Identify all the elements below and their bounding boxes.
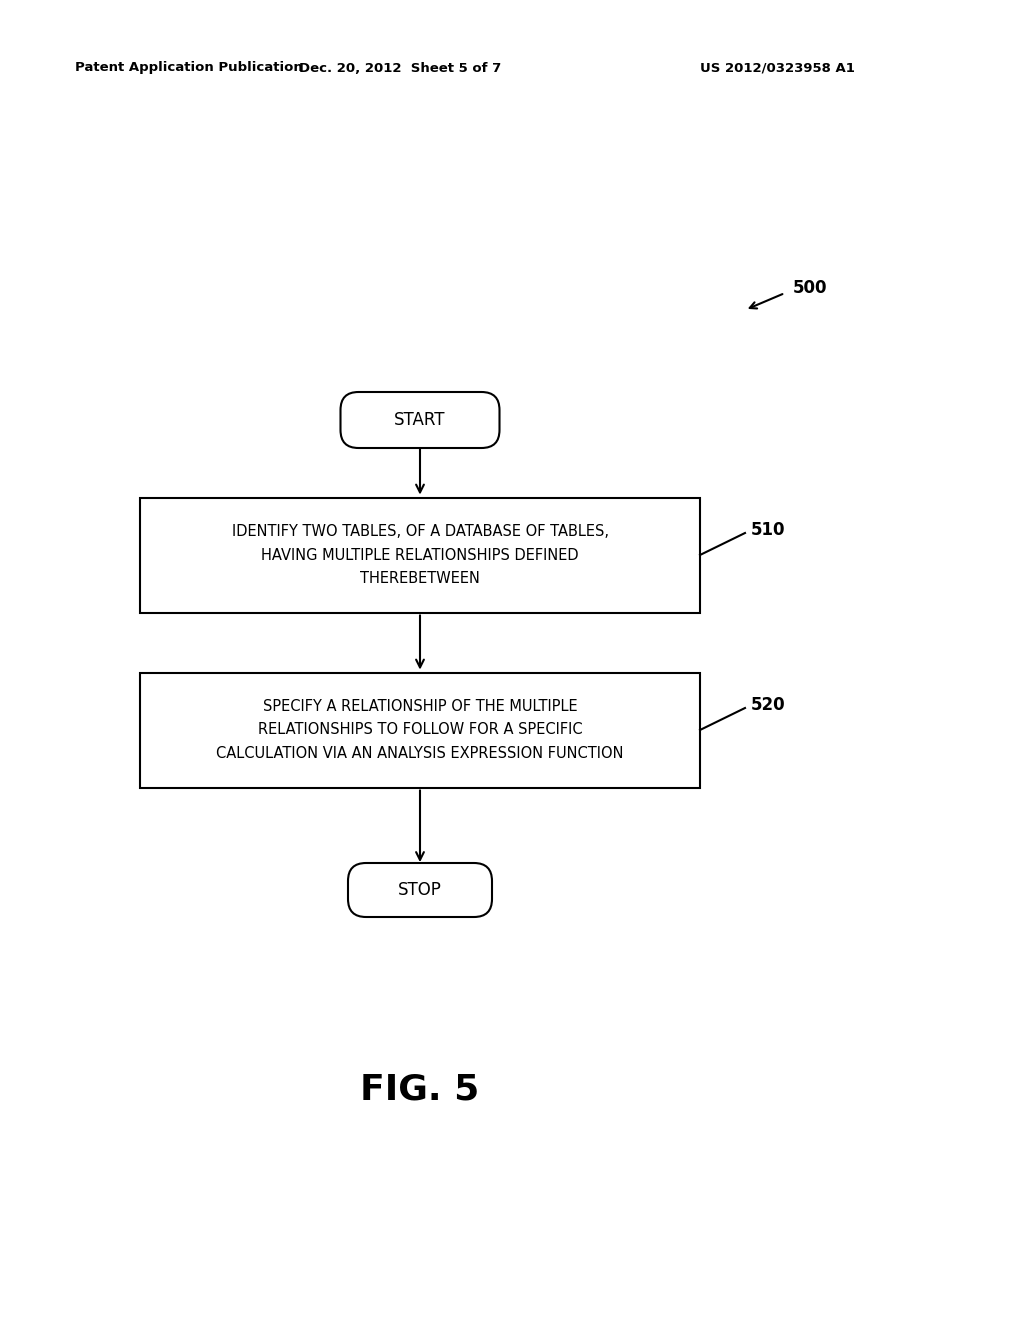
Text: STOP: STOP: [398, 880, 442, 899]
Text: 500: 500: [793, 279, 827, 297]
Text: 510: 510: [751, 521, 785, 539]
FancyBboxPatch shape: [140, 672, 700, 788]
FancyBboxPatch shape: [341, 392, 500, 447]
Text: SPECIFY A RELATIONSHIP OF THE MULTIPLE
RELATIONSHIPS TO FOLLOW FOR A SPECIFIC
CA: SPECIFY A RELATIONSHIP OF THE MULTIPLE R…: [216, 700, 624, 760]
Text: US 2012/0323958 A1: US 2012/0323958 A1: [700, 62, 855, 74]
Text: IDENTIFY TWO TABLES, OF A DATABASE OF TABLES,
HAVING MULTIPLE RELATIONSHIPS DEFI: IDENTIFY TWO TABLES, OF A DATABASE OF TA…: [231, 524, 608, 586]
Text: FIG. 5: FIG. 5: [360, 1073, 479, 1107]
FancyBboxPatch shape: [348, 863, 492, 917]
FancyBboxPatch shape: [140, 498, 700, 612]
Text: 520: 520: [751, 696, 785, 714]
Text: START: START: [394, 411, 445, 429]
Text: Dec. 20, 2012  Sheet 5 of 7: Dec. 20, 2012 Sheet 5 of 7: [299, 62, 501, 74]
Text: Patent Application Publication: Patent Application Publication: [75, 62, 303, 74]
